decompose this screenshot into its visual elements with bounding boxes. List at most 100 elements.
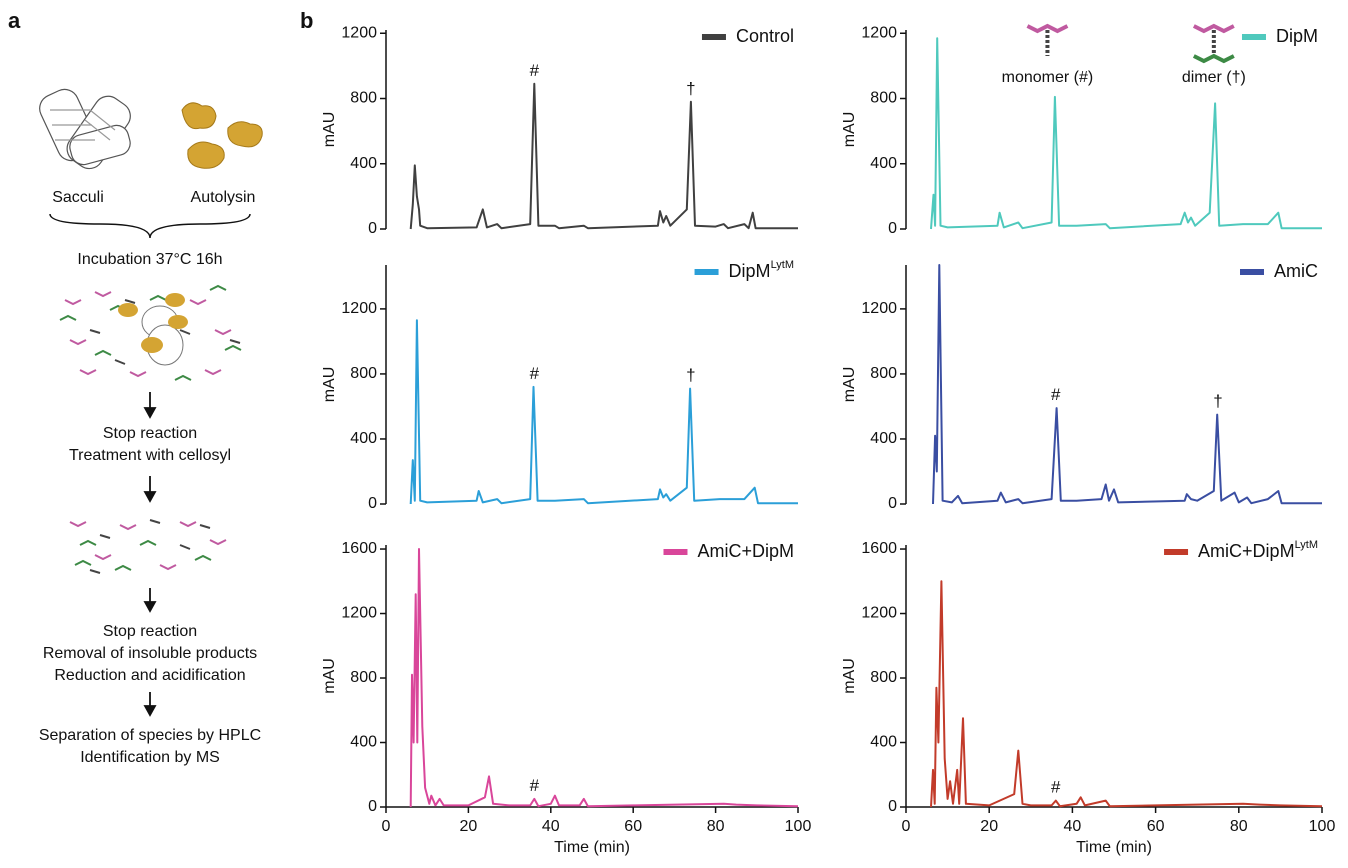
y-tick-label: 800 bbox=[870, 669, 897, 686]
step-label: Identification by MS bbox=[80, 749, 220, 766]
legend-label: AmiC bbox=[1274, 261, 1318, 281]
y-tick-label: 800 bbox=[870, 365, 897, 382]
legend-name: AmiC+DipM bbox=[697, 541, 794, 561]
legend-superscript: LytM bbox=[1295, 539, 1318, 551]
x-tick-label: 20 bbox=[980, 818, 998, 835]
step-label: Stop reaction bbox=[103, 623, 197, 640]
x-tick-label: 60 bbox=[1147, 818, 1165, 835]
y-tick-label: 1200 bbox=[341, 24, 377, 41]
legend-label: AmiC+DipMLytM bbox=[1198, 539, 1318, 561]
step-label: Stop reaction bbox=[103, 425, 197, 442]
autolysin-label: Autolysin bbox=[191, 189, 256, 206]
x-tick-label: 20 bbox=[460, 818, 478, 835]
icon-label: monomer (#) bbox=[1002, 69, 1094, 86]
autolysin-icon bbox=[181, 102, 263, 169]
sacculi-label: Sacculi bbox=[52, 189, 104, 206]
chromatogram-line bbox=[930, 580, 1323, 808]
chromatogram-line bbox=[409, 548, 799, 808]
legend-superscript: LytM bbox=[771, 259, 794, 271]
step-label: Removal of insoluble products bbox=[43, 645, 257, 662]
icon-strand bbox=[1192, 23, 1235, 34]
y-axis-label: mAU bbox=[841, 658, 858, 694]
peak-annotation: # bbox=[1051, 385, 1061, 404]
legend-name: DipM bbox=[729, 261, 771, 281]
y-tick-label: 0 bbox=[368, 495, 377, 512]
products-illustration bbox=[69, 519, 227, 574]
y-axis-label: mAU bbox=[841, 112, 858, 148]
x-tick-label: 60 bbox=[624, 818, 642, 835]
chromatogram-line bbox=[409, 82, 798, 230]
peak-annotation: † bbox=[1213, 392, 1222, 411]
y-tick-label: 400 bbox=[870, 430, 897, 447]
digest-illustration bbox=[59, 284, 242, 381]
y-axis-label: mAU bbox=[321, 658, 338, 694]
peak-annotation: † bbox=[686, 79, 695, 98]
chromatogram-line bbox=[930, 37, 1322, 230]
y-tick-label: 400 bbox=[350, 734, 377, 751]
x-tick-label: 0 bbox=[902, 818, 911, 835]
peak-annotation: # bbox=[530, 61, 540, 80]
x-tick-label: 100 bbox=[1309, 818, 1336, 835]
y-tick-label: 800 bbox=[350, 669, 377, 686]
y-tick-label: 400 bbox=[870, 155, 897, 172]
step-label: Reduction and acidification bbox=[54, 667, 245, 684]
y-tick-label: 400 bbox=[870, 734, 897, 751]
legend-label: DipM bbox=[1276, 26, 1318, 46]
x-tick-label: 40 bbox=[542, 818, 560, 835]
y-tick-label: 800 bbox=[350, 90, 377, 107]
panel-label: a bbox=[8, 8, 21, 33]
y-tick-label: 400 bbox=[350, 155, 377, 172]
y-tick-label: 1200 bbox=[861, 24, 897, 41]
legend-label: AmiC+DipM bbox=[697, 541, 794, 561]
icon-label: dimer (†) bbox=[1182, 69, 1246, 86]
icon-strand bbox=[1026, 23, 1069, 34]
y-tick-label: 800 bbox=[870, 90, 897, 107]
sacculi-icon bbox=[39, 88, 131, 170]
x-axis-label: Time (min) bbox=[554, 839, 630, 856]
y-axis-label: mAU bbox=[321, 367, 338, 403]
x-tick-label: 100 bbox=[785, 818, 812, 835]
legend-label: Control bbox=[736, 26, 794, 46]
y-tick-label: 1200 bbox=[341, 605, 377, 622]
y-tick-label: 1200 bbox=[861, 300, 897, 317]
x-tick-label: 80 bbox=[1230, 818, 1248, 835]
legend-name: AmiC+DipM bbox=[1198, 541, 1295, 561]
step-label: Treatment with cellosyl bbox=[69, 447, 231, 464]
legend-label: DipMLytM bbox=[729, 259, 794, 281]
peak-annotation: # bbox=[530, 776, 540, 795]
y-axis-label: mAU bbox=[841, 367, 858, 403]
muropeptide-icon bbox=[1026, 23, 1069, 56]
peak-annotation: # bbox=[530, 364, 540, 383]
y-tick-label: 0 bbox=[888, 220, 897, 237]
y-tick-label: 1600 bbox=[861, 540, 897, 557]
legend-name: DipM bbox=[1276, 26, 1318, 46]
chromatogram-line bbox=[932, 264, 1322, 505]
y-axis-label: mAU bbox=[321, 112, 338, 148]
peak-annotation: † bbox=[686, 366, 695, 385]
y-tick-label: 0 bbox=[368, 798, 377, 815]
legend-name: Control bbox=[736, 26, 794, 46]
step-label: Separation of species by HPLC bbox=[39, 727, 261, 744]
y-tick-label: 1200 bbox=[861, 605, 897, 622]
y-tick-label: 0 bbox=[888, 495, 897, 512]
x-tick-label: 40 bbox=[1064, 818, 1082, 835]
legend-name: AmiC bbox=[1274, 261, 1318, 281]
y-tick-label: 1600 bbox=[341, 540, 377, 557]
chromatogram-line bbox=[409, 319, 798, 505]
brace bbox=[49, 213, 251, 239]
y-tick-label: 0 bbox=[368, 220, 377, 237]
x-axis-label: Time (min) bbox=[1076, 839, 1152, 856]
panel-label: b bbox=[300, 8, 313, 33]
icon-strand bbox=[1192, 53, 1235, 64]
x-tick-label: 80 bbox=[707, 818, 725, 835]
step-label: Incubation 37°C 16h bbox=[77, 251, 222, 268]
x-tick-label: 0 bbox=[382, 818, 391, 835]
peak-annotation: # bbox=[1051, 778, 1061, 797]
y-tick-label: 400 bbox=[350, 430, 377, 447]
muropeptide-icon bbox=[1192, 23, 1235, 64]
y-tick-label: 1200 bbox=[341, 300, 377, 317]
y-tick-label: 0 bbox=[888, 798, 897, 815]
y-tick-label: 800 bbox=[350, 365, 377, 382]
arrows bbox=[143, 392, 157, 717]
